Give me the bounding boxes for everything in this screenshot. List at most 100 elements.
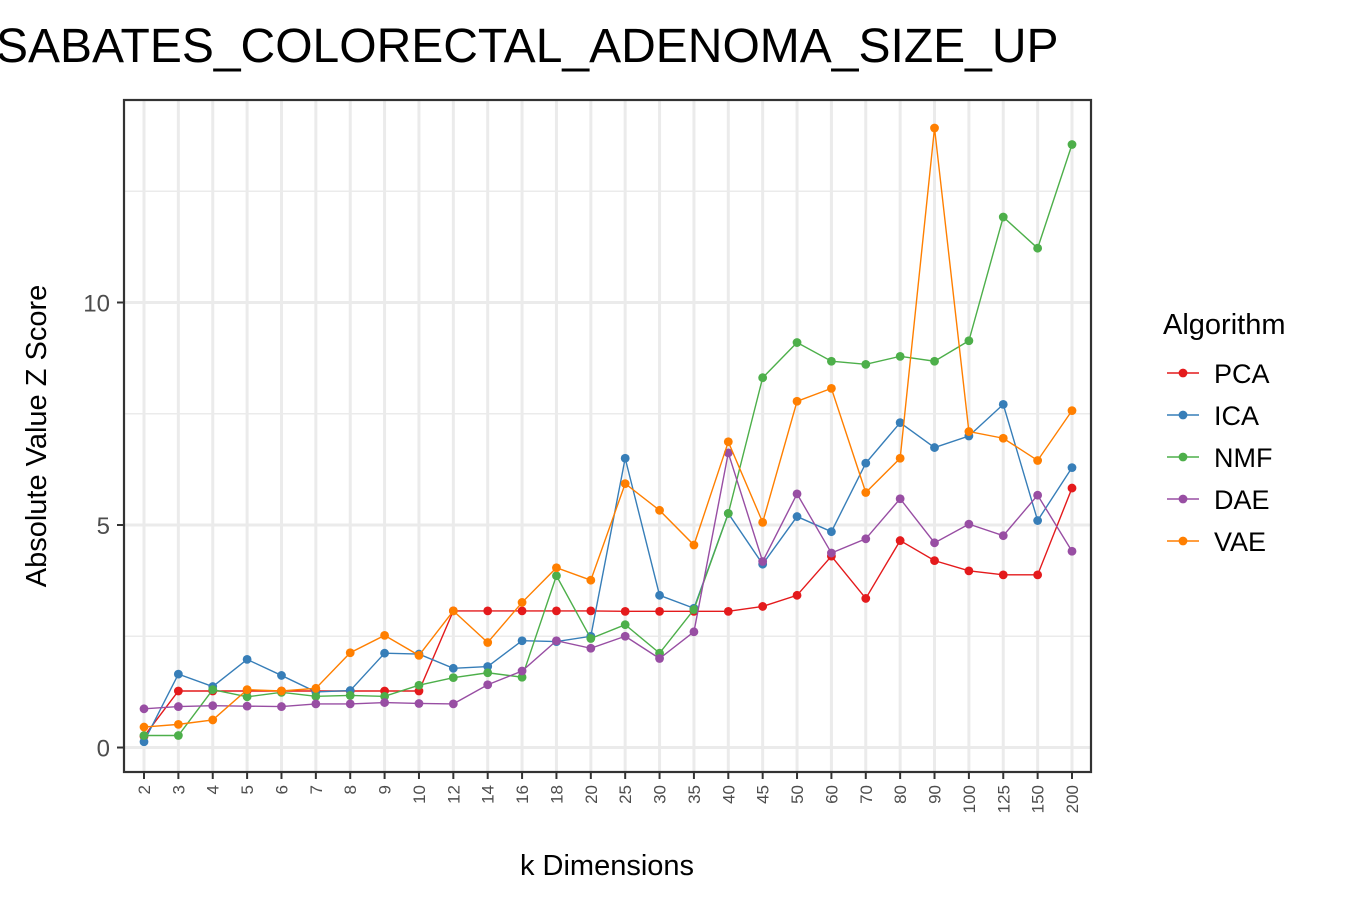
data-point-vae (689, 540, 699, 550)
data-point-nmf (208, 685, 218, 695)
x-tick-label: 35 (685, 785, 704, 804)
data-point-vae (448, 606, 458, 616)
data-point-dae (792, 489, 802, 499)
data-point-ica (792, 512, 802, 521)
data-point-vae (998, 433, 1008, 443)
data-point-nmf (1067, 140, 1077, 149)
data-point-ica (173, 669, 183, 679)
y-axis-label: Absolute Value Z Score (21, 285, 53, 588)
data-point-pca (1067, 483, 1077, 493)
x-axis-label: k Dimensions (520, 850, 694, 882)
x-tick-label: 4 (204, 785, 223, 794)
data-point-vae (723, 437, 733, 447)
data-point-nmf (139, 731, 149, 740)
x-tick-label: 90 (926, 785, 945, 804)
chart-title: SABATES_COLORECTAL_ADENOMA_SIZE_UP (0, 20, 1059, 73)
data-point-dae (414, 699, 424, 708)
legend-item-vae: VAE (1167, 527, 1266, 557)
data-point-vae (930, 123, 939, 133)
data-point-nmf (483, 668, 493, 678)
data-point-vae (861, 488, 871, 497)
data-point-dae (311, 699, 321, 709)
legend-item-ica: ICA (1167, 401, 1259, 431)
data-point-pca (517, 606, 527, 616)
legend-label: DAE (1214, 485, 1270, 515)
data-point-pca (758, 602, 768, 611)
legend-label: VAE (1214, 527, 1266, 557)
data-point-nmf (380, 691, 389, 701)
data-point-ica (998, 400, 1008, 409)
x-tick-label: 25 (616, 785, 635, 804)
data-point-nmf (311, 691, 321, 701)
data-point-vae (895, 453, 905, 463)
legend-label: PCA (1214, 359, 1270, 389)
data-point-pca (173, 686, 183, 696)
legend-key-point (1178, 368, 1188, 378)
data-point-pca (586, 606, 596, 616)
series-line-ica (143, 403, 1073, 743)
x-tick-label: 14 (479, 785, 498, 804)
x-tick-label: 70 (857, 785, 876, 804)
data-point-vae (792, 396, 802, 406)
data-point-ica (1067, 463, 1077, 472)
data-point-ica (620, 453, 630, 463)
x-tick-label: 5 (238, 785, 257, 794)
data-point-nmf (964, 336, 974, 346)
data-point-ica (517, 636, 527, 646)
x-tick-label: 16 (513, 785, 532, 804)
x-tick-label: 20 (582, 785, 601, 804)
plot-panel-border (122, 98, 1093, 774)
series-line-dae (143, 452, 1073, 710)
data-point-nmf (827, 356, 836, 366)
data-point-nmf (448, 673, 458, 683)
data-point-pca (1033, 570, 1043, 580)
x-tick-label: 80 (891, 785, 910, 804)
data-point-nmf (414, 680, 424, 690)
x-tick-label: 2 (135, 785, 154, 794)
legend-key-point (1178, 452, 1188, 462)
data-point-vae (277, 686, 286, 696)
data-point-nmf (723, 509, 733, 518)
data-point-pca (861, 594, 871, 603)
x-tick-label: 12 (444, 785, 463, 804)
data-point-nmf (552, 571, 561, 581)
series-line-nmf (144, 144, 1073, 737)
data-point-nmf (620, 620, 630, 630)
legend-key-point (1178, 536, 1188, 546)
legend-item-pca: PCA (1167, 359, 1270, 389)
x-tick-label: 40 (719, 785, 738, 804)
data-point-dae (448, 699, 458, 709)
x-tick-label: 8 (341, 785, 360, 794)
data-point-dae (998, 531, 1008, 541)
data-point-ica (655, 590, 664, 600)
data-point-ica (380, 648, 389, 658)
data-point-dae (208, 701, 218, 711)
data-point-vae (517, 598, 527, 607)
data-point-ica (483, 662, 493, 671)
data-point-vae (345, 648, 355, 658)
data-point-ica (448, 663, 458, 673)
data-point-pca (792, 590, 802, 600)
data-point-nmf (895, 351, 905, 361)
data-point-dae (1033, 490, 1043, 500)
data-point-dae (552, 636, 561, 646)
y-tick-label: 0 (97, 736, 110, 763)
x-tick-label: 10 (410, 785, 429, 804)
data-point-dae (1067, 546, 1077, 556)
x-tick-label: 60 (822, 785, 841, 804)
data-point-pca (620, 606, 630, 616)
data-point-nmf (345, 691, 355, 700)
data-point-dae (139, 704, 149, 714)
data-point-ica (930, 443, 939, 452)
data-point-pca (483, 606, 493, 616)
data-point-nmf (1033, 243, 1043, 253)
data-point-dae (723, 448, 733, 458)
data-point-dae (895, 494, 905, 504)
data-point-dae (277, 702, 286, 711)
data-point-nmf (517, 672, 527, 682)
legend-item-nmf: NMF (1167, 443, 1272, 473)
data-point-dae (827, 548, 836, 558)
data-point-vae (1033, 456, 1043, 465)
data-point-pca (930, 556, 939, 566)
